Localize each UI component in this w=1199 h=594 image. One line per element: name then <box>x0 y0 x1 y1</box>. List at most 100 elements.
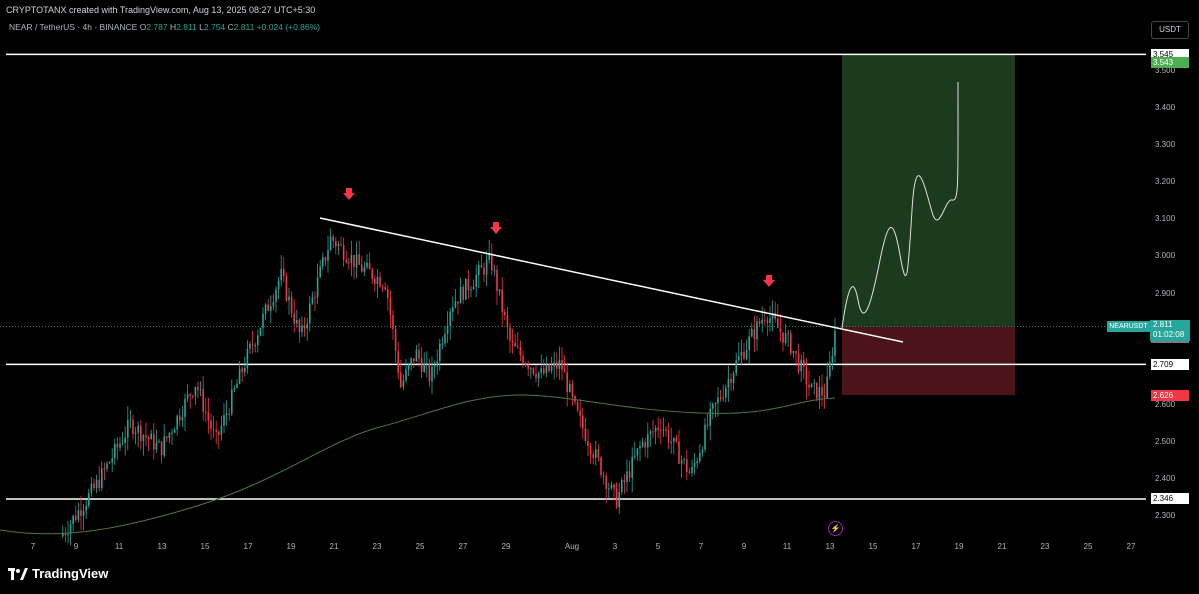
candle-body <box>597 449 600 458</box>
candle-body <box>652 431 654 433</box>
candle-body <box>649 431 652 434</box>
candle-body <box>270 306 272 311</box>
candle-body <box>254 345 256 347</box>
candle-body <box>706 424 709 426</box>
candle-body <box>459 286 462 304</box>
candle-body <box>782 332 784 343</box>
candle-body <box>311 297 314 304</box>
time-axis-label: 17 <box>911 542 921 551</box>
time-axis-label: 25 <box>415 542 425 551</box>
candle-body <box>67 533 69 535</box>
candle-body <box>688 472 691 474</box>
candle-body <box>449 311 451 326</box>
candle-body <box>745 349 748 359</box>
candle-body <box>121 442 124 444</box>
candle-body <box>826 376 828 398</box>
candle-body <box>103 468 106 470</box>
symbol-name[interactable]: NEAR / TetherUS · 4h · BINANCE <box>9 22 138 32</box>
candle-body <box>704 424 706 450</box>
candle-body <box>823 395 826 398</box>
candle-body <box>166 436 168 438</box>
price-chart[interactable] <box>0 0 1146 554</box>
price-axis-tick: 2.300 <box>1155 511 1176 520</box>
candle-body <box>322 257 324 267</box>
price-label-box: 2.346 <box>1151 493 1189 505</box>
candle-body <box>797 353 800 372</box>
candle-body <box>397 350 399 373</box>
candle-body <box>454 301 457 308</box>
time-axis-label: 5 <box>655 542 661 551</box>
time-axis-label: 13 <box>825 542 835 551</box>
candle-body <box>277 280 280 290</box>
candle-body <box>816 382 818 399</box>
candle-body <box>660 430 662 432</box>
candle-body <box>197 386 199 391</box>
price-label-box: 3.545 <box>1151 48 1189 60</box>
candle-body <box>485 260 488 275</box>
candle-body <box>615 488 618 508</box>
candle-body <box>410 358 412 365</box>
candle-body <box>504 312 506 316</box>
candle-body <box>743 351 745 359</box>
stop-zone <box>842 326 1015 396</box>
candle-body <box>496 269 498 292</box>
candle-body <box>511 340 514 343</box>
candle-body <box>220 425 223 435</box>
candle-body <box>298 320 301 333</box>
price-label-box: 2.626 <box>1151 389 1189 401</box>
candle-body <box>405 369 407 381</box>
candle-body <box>543 368 545 374</box>
candle-body <box>124 437 126 443</box>
candle-body <box>290 296 293 314</box>
candle-body <box>433 366 436 368</box>
candle-body <box>436 361 438 367</box>
candle-body <box>602 475 605 477</box>
candle-body <box>301 325 303 333</box>
candle-body <box>792 351 795 354</box>
candle-body <box>212 429 215 431</box>
low-value: 2.754 <box>203 22 226 32</box>
candle-body <box>545 364 548 374</box>
time-axis-label: 25 <box>1083 542 1093 551</box>
candle-body <box>769 318 771 324</box>
candle-body <box>779 327 782 333</box>
candle-body <box>524 363 527 365</box>
candle-body <box>415 349 418 362</box>
lightning-icon[interactable]: ⚡ <box>828 521 843 536</box>
candle-body <box>738 356 740 361</box>
currency-button[interactable]: USDT <box>1151 21 1189 39</box>
candle-body <box>584 428 587 442</box>
candle-body <box>699 453 701 462</box>
current-price-value: 2.811 <box>1153 320 1173 329</box>
change-value: +0.024 (+0.86%) <box>256 22 321 32</box>
tradingview-logo[interactable]: TradingView <box>8 566 108 581</box>
candle-body <box>400 372 402 387</box>
candle-body <box>506 315 509 328</box>
candle-body <box>420 358 423 372</box>
candle-body <box>717 397 719 404</box>
target-zone <box>842 54 1015 327</box>
candle-body <box>805 366 808 385</box>
candle-body <box>238 368 241 384</box>
candle-body <box>145 435 147 438</box>
candle-body <box>324 257 327 261</box>
candle-body <box>821 387 823 396</box>
chart-plot-area[interactable] <box>0 0 1146 554</box>
candle-body <box>316 277 319 298</box>
candle-body <box>192 395 194 397</box>
candle-body <box>574 395 576 402</box>
price-axis-tick: 3.200 <box>1155 177 1176 187</box>
candle-body <box>228 413 230 415</box>
ticker-tag: NEARUSDT <box>1107 321 1150 332</box>
candle-body <box>361 264 363 272</box>
candle-body <box>283 269 285 277</box>
candle-body <box>787 333 789 335</box>
candle-body <box>210 420 212 430</box>
candle-body <box>667 430 670 443</box>
candle-body <box>90 483 93 494</box>
time-axis-label: 21 <box>997 542 1007 551</box>
time-axis-label: Aug <box>564 542 580 551</box>
candle-body <box>527 364 529 369</box>
candle-body <box>457 301 459 304</box>
candle-body <box>428 363 431 382</box>
